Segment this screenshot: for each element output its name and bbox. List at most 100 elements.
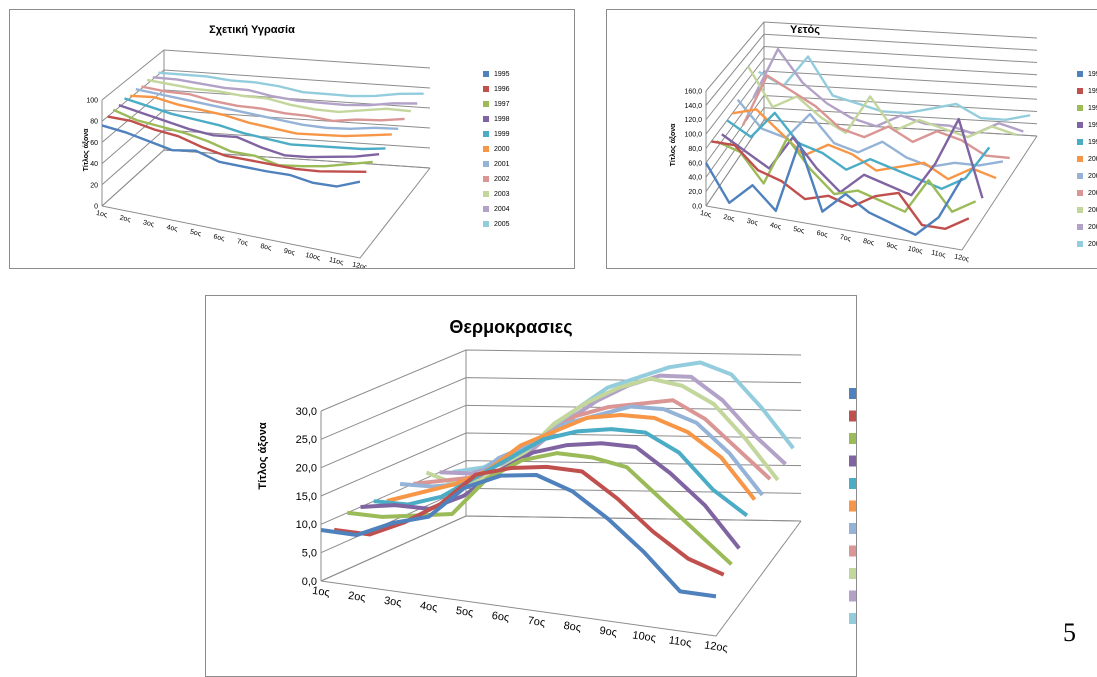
legend-label-1996: 1996 [494, 86, 510, 93]
x-tick-label: 10ος [305, 252, 322, 262]
legend-swatch-2002 [483, 176, 489, 182]
legend-label-1997: 1997 [494, 101, 510, 108]
series-line-2005 [158, 71, 424, 98]
y-tick-label: 80,0 [688, 146, 702, 153]
x-tick-label: 3ος [746, 218, 759, 227]
legend-swatch-2001 [849, 523, 856, 534]
series-line-1995 [704, 141, 964, 237]
chart-title: Θερμοκρασιες [449, 317, 572, 337]
legend-swatch-2002 [849, 545, 856, 557]
y-axis-title: Τίτλος άξονα [257, 422, 269, 490]
floor-front-edge [101, 167, 431, 259]
x-tick-label: 10ος [632, 629, 657, 644]
y-tick-label: 0,0 [302, 576, 317, 588]
x-tick-label: 3ος [383, 595, 402, 609]
legend-label-2004: 2004 [1088, 224, 1097, 231]
rain-chart-svg: Υετός 0,0 20,0 40,0 60,0 80,0 100,0 120,0 140,0 1… [669, 21, 1097, 264]
x-tick-label: 3ος [142, 219, 155, 228]
legend-label-2005: 2005 [494, 221, 510, 228]
legend-label-1995: 1995 [1088, 71, 1097, 78]
legend-swatch-1997 [483, 101, 489, 107]
y-tick-label: 140,0 [684, 103, 702, 110]
gridline [320, 349, 802, 412]
legend-label-2000: 2000 [494, 146, 510, 153]
x-tick-label: 5ος [189, 229, 202, 238]
y-tick-label: 60 [90, 140, 98, 147]
y-tick-label: 100 [86, 97, 98, 104]
legend-swatch-2001 [1077, 173, 1083, 179]
series-line-1996 [107, 115, 367, 173]
x-tick-label: 6ος [491, 610, 510, 624]
series-line-2004 [152, 76, 418, 107]
temperature-chart: Θερμοκρασιες 0,0 5,0 10,0 15,0 20,0 25,0 30,0 Τί… [205, 295, 857, 677]
legend-swatch-1995 [483, 71, 489, 77]
legend-label-1995: 1995 [494, 71, 510, 78]
x-tick-label: 12ος [352, 261, 369, 268]
legend-swatch-1999 [849, 478, 856, 489]
legend-label-1999: 1999 [1088, 139, 1097, 146]
chart-title: Υετός [790, 24, 820, 36]
series-line-1999 [726, 111, 991, 190]
legend-swatch-2000 [483, 146, 489, 152]
legend-label-2003: 2003 [494, 191, 510, 198]
series-line-2003 [425, 376, 780, 488]
legend-swatch-2000 [1077, 156, 1083, 162]
legend-label-1998: 1998 [494, 116, 510, 123]
x-tick-label: 11ος [328, 257, 344, 267]
gridline [705, 58, 1038, 135]
legend-label-1999: 1999 [494, 131, 510, 138]
gridline [101, 49, 431, 101]
floor-front-edge [705, 135, 1038, 251]
legend-label-2001: 2001 [494, 161, 510, 168]
series-line-2003 [747, 65, 1017, 139]
gridline [705, 21, 1038, 92]
legend-label-2004: 2004 [494, 206, 510, 213]
humidity-chart: Σχετική Υγρασία 0 20 40 60 80 100 Τίτλος άξονα 1… [9, 9, 575, 269]
x-tick-label: 8ος [563, 620, 582, 634]
y-tick-label: 5,0 [302, 548, 317, 560]
floor-front-edge [320, 520, 802, 637]
legend-swatch-1998 [849, 455, 856, 467]
x-tick-label: 1ος [311, 585, 330, 599]
x-tick-label: 7ος [236, 238, 249, 247]
x-tick-label: 9ος [886, 242, 899, 251]
y-tick-label: 15,0 [296, 491, 317, 503]
x-tick-label: 1ος [699, 210, 712, 219]
series-line-2005 [758, 55, 1031, 121]
x-tick-label: 2ος [119, 215, 132, 224]
floor-back-edge [101, 149, 431, 207]
x-tick-label: 6ος [816, 230, 829, 239]
y-tick-label: 40,0 [688, 175, 702, 182]
legend-swatch-1996 [849, 410, 856, 422]
x-tick-label: 5ος [793, 226, 806, 235]
x-tick-label: 8ος [862, 238, 875, 247]
series-line-1999 [373, 427, 749, 518]
legend-label-1998: 1998 [1088, 122, 1097, 129]
gridline [705, 33, 1038, 106]
gridline [101, 69, 431, 122]
legend-swatch-2003 [1077, 207, 1083, 213]
x-tick-label: 10ος [907, 245, 924, 255]
legend-swatch-1995 [1077, 71, 1083, 77]
gridline [320, 377, 802, 440]
temperature-chart-svg: Θερμοκρασιες 0,0 5,0 10,0 15,0 20,0 25,0 30,0 Τί… [257, 317, 856, 655]
legend-label-2002: 2002 [1088, 190, 1097, 197]
series-line-2001 [736, 98, 1004, 168]
gridline [705, 70, 1038, 149]
legend-swatch-1999 [1077, 139, 1083, 145]
legend-swatch-1995 [849, 388, 856, 399]
rain-chart: Υετός 0,0 20,0 40,0 60,0 80,0 100,0 120,0 140,0 1… [606, 9, 1097, 269]
legend-swatch-1997 [1077, 105, 1083, 111]
y-tick-label: 60,0 [688, 160, 702, 167]
series-line-2000 [130, 94, 392, 138]
series-line-2003 [146, 78, 412, 114]
x-tick-label: 4ος [419, 600, 438, 614]
legend-swatch-2005 [1077, 241, 1083, 247]
series-line-1997 [347, 451, 733, 566]
x-tick-label: 9ος [283, 248, 296, 257]
y-tick-label: 0 [94, 203, 98, 210]
legend-swatch-1996 [1077, 88, 1083, 94]
series-line-2002 [141, 85, 405, 123]
y-tick-label: 40 [90, 161, 98, 168]
x-tick-label: 7ος [839, 234, 852, 243]
